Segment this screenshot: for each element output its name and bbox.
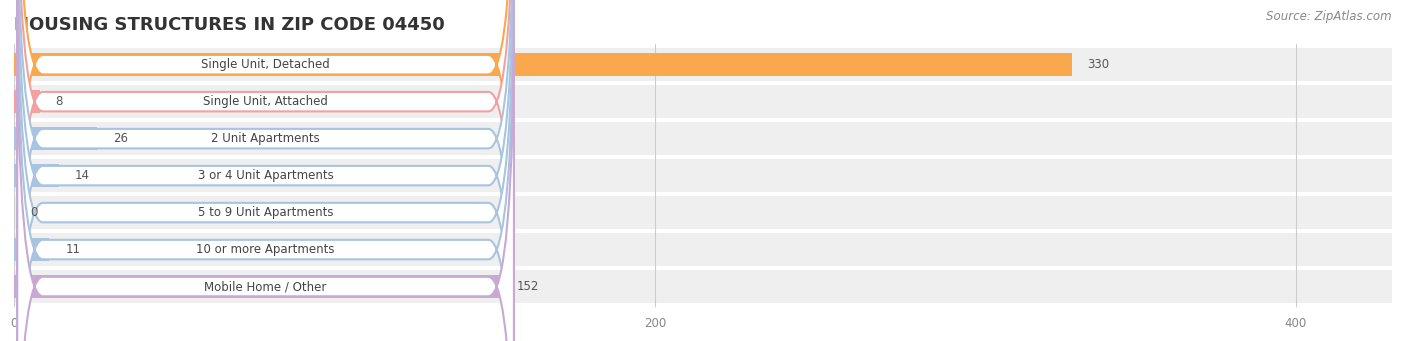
Bar (14, 122, 1392, 155)
Bar (14, 53, 1071, 76)
Bar (14, 164, 59, 187)
Text: HOUSING STRUCTURES IN ZIP CODE 04450: HOUSING STRUCTURES IN ZIP CODE 04450 (14, 16, 444, 34)
Bar (14, 238, 49, 261)
Bar (14, 275, 501, 298)
Text: 14: 14 (75, 169, 90, 182)
Text: Source: ZipAtlas.com: Source: ZipAtlas.com (1267, 10, 1392, 23)
FancyBboxPatch shape (17, 0, 515, 341)
Text: 8: 8 (56, 95, 63, 108)
FancyBboxPatch shape (17, 0, 515, 341)
Text: 330: 330 (1087, 58, 1109, 71)
Bar (14, 196, 1392, 229)
Bar (14, 48, 1392, 81)
Text: Single Unit, Detached: Single Unit, Detached (201, 58, 330, 71)
Bar (14, 90, 39, 113)
Text: 11: 11 (65, 243, 80, 256)
Text: 10 or more Apartments: 10 or more Apartments (197, 243, 335, 256)
Bar (14, 85, 1392, 118)
Text: 0: 0 (30, 206, 38, 219)
Bar (14, 270, 1392, 303)
FancyBboxPatch shape (17, 0, 515, 341)
Text: Mobile Home / Other: Mobile Home / Other (204, 280, 326, 293)
Bar (14, 159, 1392, 192)
Bar (14, 127, 97, 150)
Bar (14, 233, 1392, 266)
Text: Single Unit, Attached: Single Unit, Attached (202, 95, 328, 108)
Text: 3 or 4 Unit Apartments: 3 or 4 Unit Apartments (198, 169, 333, 182)
FancyBboxPatch shape (17, 0, 515, 341)
Text: 152: 152 (517, 280, 540, 293)
Text: 26: 26 (114, 132, 128, 145)
Text: 5 to 9 Unit Apartments: 5 to 9 Unit Apartments (198, 206, 333, 219)
FancyBboxPatch shape (17, 0, 515, 341)
FancyBboxPatch shape (17, 0, 515, 341)
Text: 2 Unit Apartments: 2 Unit Apartments (211, 132, 321, 145)
FancyBboxPatch shape (17, 0, 515, 341)
